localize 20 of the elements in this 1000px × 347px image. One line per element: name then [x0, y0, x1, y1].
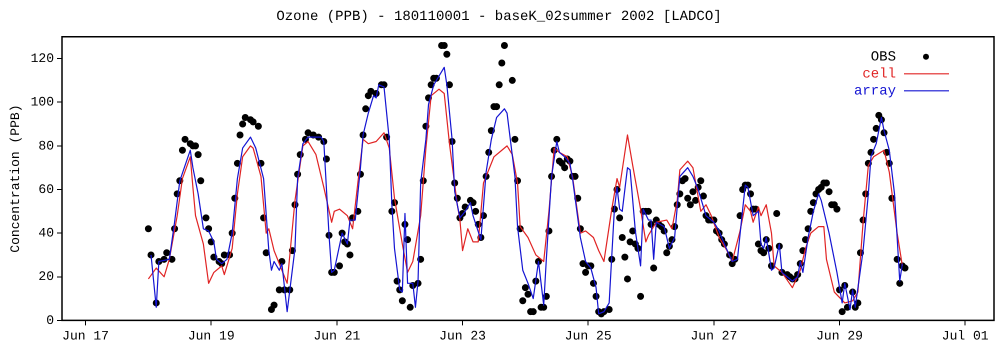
y-tick-label: 60 [38, 182, 54, 197]
y-tick-label: 120 [30, 51, 54, 66]
y-tick-label: 20 [38, 269, 54, 284]
x-tick-label: Jun 29 [816, 328, 863, 344]
x-tick-label: Jun 23 [439, 328, 486, 344]
y-tick-label: 40 [38, 226, 54, 241]
x-tick-label: Jun 27 [690, 328, 738, 344]
x-tick-label: Jun 19 [188, 328, 235, 344]
legend-label: array [854, 84, 896, 100]
y-axis-title: Concentration (PPB) [8, 104, 24, 253]
x-tick-label: Jun 21 [313, 328, 360, 344]
y-tick-label: 100 [30, 94, 54, 110]
x-tick-label: Jun 17 [62, 328, 109, 344]
legend-label: cell [862, 66, 896, 83]
chart-title: Ozone (PPB) - 180110001 - baseK_02summer 2002 [LADCO] [276, 9, 722, 26]
x-tick-label: Jul 01 [942, 328, 989, 344]
x-tick-label: Jun 25 [564, 328, 612, 344]
y-tick-label: 0 [46, 312, 54, 328]
y-tick-label: 80 [38, 138, 54, 154]
legend-label: OBS [870, 50, 896, 66]
